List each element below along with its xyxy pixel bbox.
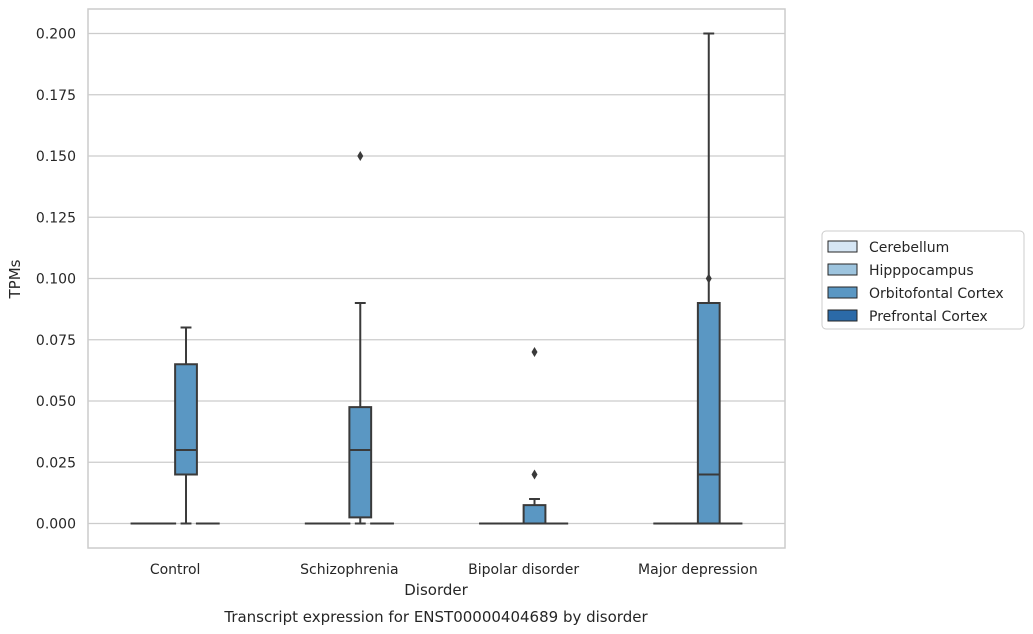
y-tick-label: 0.175 xyxy=(36,88,76,104)
legend-label: Prefrontal Cortex xyxy=(869,309,988,325)
box-orbitofontal-cortex xyxy=(696,32,721,525)
plot-frame xyxy=(87,8,786,549)
x-tick-label: Major depression xyxy=(638,562,758,578)
legend-swatch xyxy=(827,309,858,322)
plot-area xyxy=(130,32,743,525)
box-iqr xyxy=(348,406,373,519)
outlier-point xyxy=(531,347,538,357)
outlier-point xyxy=(705,273,712,284)
y-axis-label: TPMs xyxy=(6,259,24,299)
legend: Cerebellum Hipppocampus Orbitofontal Corte… xyxy=(821,230,1025,330)
box-orbitofontal-cortex xyxy=(174,326,198,525)
y-tick-label: 0.150 xyxy=(36,149,76,165)
y-tick-label: 0.000 xyxy=(36,517,76,533)
y-tick-label: 0.100 xyxy=(36,272,76,288)
box-orbitofontal-cortex xyxy=(522,347,547,525)
legend-box xyxy=(821,230,1025,330)
legend-swatch xyxy=(827,286,858,299)
legend-label: Orbitofontal Cortex xyxy=(869,286,1004,302)
x-tick-label: Bipolar disorder xyxy=(468,562,579,578)
legend-swatch xyxy=(827,240,858,253)
box-iqr xyxy=(696,302,721,525)
x-axis-label: Disorder xyxy=(404,581,468,599)
legend-swatch xyxy=(827,263,858,276)
y-tick-label: 0.050 xyxy=(36,394,76,410)
y-tick-label: 0.025 xyxy=(36,455,76,471)
outlier-point xyxy=(531,469,538,480)
y-tick-label: 0.200 xyxy=(36,27,76,43)
outlier-point xyxy=(357,151,364,161)
box-iqr xyxy=(522,504,547,525)
y-tick-label: 0.125 xyxy=(36,210,76,226)
box-iqr xyxy=(174,363,198,476)
y-tick-label: 0.075 xyxy=(36,333,76,349)
box-orbitofontal-cortex xyxy=(348,151,373,525)
legend-label: Cerebellum xyxy=(869,240,949,256)
legend-label: Hipppocampus xyxy=(869,263,974,279)
x-tick-label: Schizophrenia xyxy=(300,562,398,578)
x-tick-label: Control xyxy=(150,562,201,578)
x-axis-ticks: Control Schizophrenia Bipolar disorder Majo… xyxy=(150,562,758,578)
y-axis-ticks: 0.000 0.025 0.050 0.075 0.100 0.125 0.150 0.175… xyxy=(36,27,76,533)
chart-caption: Transcript expression for ENST0000040468… xyxy=(223,608,648,626)
grid-lines xyxy=(88,32,785,525)
